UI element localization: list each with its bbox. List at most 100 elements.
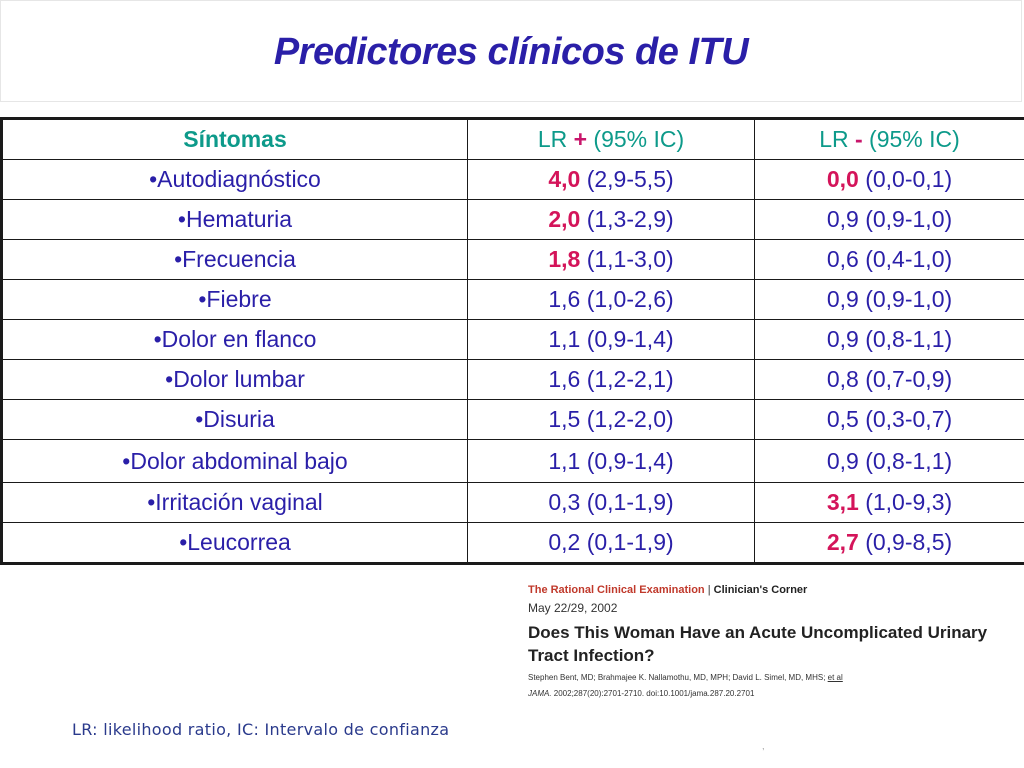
table-row: •Dolor lumbar 1,6 (1,2-2,1) 0,8 (0,7-0,9) [1, 359, 1024, 400]
reference-citation-line: JAMA. 2002;287(20):2701-2710. doi:10.100… [528, 689, 998, 698]
table-row: •Frecuencia 1,8 (1,1-3,0) 0,6 (0,4-1,0) [1, 239, 1024, 280]
lr-positive-ci: (1,1-3,0) [580, 246, 674, 272]
table-row: •Autodiagnóstico 4,0 (2,9-5,5) 0,0 (0,0-0,… [1, 159, 1024, 200]
table-row: •Irritación vaginal 0,3 (0,1-1,9) 3,1 (1,0… [1, 482, 1024, 523]
lr-negative-ci: (0,9-1,0) [858, 206, 953, 232]
table-row: •Disuria 1,5 (1,2-2,0) 0,5 (0,3-0,7) [1, 399, 1024, 440]
lr-positive-cell: 0,3 (0,1-1,9) [467, 482, 755, 523]
footnote: LR: likelihood ratio, IC: Intervalo de c… [72, 720, 450, 739]
lr-negative-value: 0,9 [826, 326, 859, 352]
lr-positive-cell: 1,1 (0,9-1,4) [467, 439, 755, 483]
reference-series: The Rational Clinical Examination [528, 584, 705, 596]
lr-positive-cell: 2,0 (1,3-2,9) [467, 199, 755, 240]
lr-positive-value: 2,0 [548, 206, 581, 232]
decorative-dot: , [762, 741, 765, 751]
lr-negative-ci: (0,3-0,7) [858, 406, 953, 432]
lr-negative-cell: 2,7 (0,9-8,5) [754, 522, 1024, 564]
header-symptoms: Síntomas [1, 118, 468, 160]
table-header-row: Síntomas LR + (95% IC) LR - (95% IC) [1, 118, 1024, 160]
lr-negative-cell: 0,9 (0,8-1,1) [754, 319, 1024, 360]
lr-table: Síntomas LR + (95% IC) LR - (95% IC) •Au… [0, 117, 1024, 565]
lr-positive-cell: 1,8 (1,1-3,0) [467, 239, 755, 280]
lr-negative-value: 0,9 [826, 286, 859, 312]
reference-authors-line: Stephen Bent, MD; Brahmajee K. Nallamoth… [528, 673, 998, 682]
lr-positive-cell: 1,5 (1,2-2,0) [467, 399, 755, 440]
lr-negative-value: 3,1 [826, 489, 859, 515]
reference-separator: | [704, 584, 714, 596]
lr-negative-cell: 0,9 (0,9-1,0) [754, 199, 1024, 240]
lr-positive-cell: 4,0 (2,9-5,5) [467, 159, 755, 200]
lr-positive-cell: 1,1 (0,9-1,4) [467, 319, 755, 360]
symptom-cell: •Frecuencia [1, 239, 468, 280]
lr-positive-ci: (1,2-2,0) [580, 406, 674, 432]
lr-positive-value: 1,6 [548, 286, 581, 312]
lr-negative-cell: 3,1 (1,0-9,3) [754, 482, 1024, 523]
lr-positive-value: 0,3 [548, 489, 581, 515]
reference-citation: 2002;287(20):2701-2710. doi:10.1001/jama… [551, 689, 755, 698]
header-lr-positive-post: (95% IC) [587, 126, 685, 152]
header-lr-positive-pre: LR [537, 126, 574, 152]
lr-positive-ci: (1,0-2,6) [580, 286, 674, 312]
header-lr-positive-op: + [573, 126, 588, 152]
lr-negative-ci: (0,8-1,1) [858, 326, 953, 352]
table-row: •Hematuria 2,0 (1,3-2,9) 0,9 (0,9-1,0) [1, 199, 1024, 240]
symptom-cell: •Dolor en flanco [1, 319, 468, 360]
reference-journal: JAMA. [528, 689, 552, 698]
lr-negative-cell: 0,0 (0,0-0,1) [754, 159, 1024, 200]
table-row: •Fiebre 1,6 (1,0-2,6) 0,9 (0,9-1,0) [1, 279, 1024, 320]
lr-negative-value: 0,0 [826, 166, 859, 192]
table-row: •Dolor abdominal bajo 1,1 (0,9-1,4) 0,9 (0… [1, 439, 1024, 483]
lr-negative-cell: 0,9 (0,9-1,0) [754, 279, 1024, 320]
lr-positive-ci: (1,3-2,9) [580, 206, 674, 232]
lr-negative-value: 0,5 [826, 406, 859, 432]
lr-positive-ci: (2,9-5,5) [580, 166, 674, 192]
symptom-cell: •Dolor lumbar [1, 359, 468, 400]
header-lr-negative-pre: LR [819, 126, 855, 152]
header-lr-negative-post: (95% IC) [862, 126, 960, 152]
title-box: Predictores clínicos de ITU [0, 0, 1022, 102]
lr-negative-ci: (1,0-9,3) [858, 489, 953, 515]
lr-positive-ci: (1,2-2,1) [580, 366, 674, 392]
lr-positive-ci: (0,9-1,4) [580, 326, 674, 352]
lr-positive-value: 1,6 [548, 366, 581, 392]
lr-negative-ci: (0,4-1,0) [858, 246, 953, 272]
header-lr-negative: LR - (95% IC) [754, 118, 1024, 160]
symptom-cell: •Leucorrea [1, 522, 468, 564]
slide-title: Predictores clínicos de ITU [273, 31, 749, 73]
reference-series-line: The Rational Clinical Examination | Clin… [528, 584, 998, 596]
reference-block: The Rational Clinical Examination | Clin… [528, 584, 998, 698]
table-row: •Dolor en flanco 1,1 (0,9-1,4) 0,9 (0,8-1,… [1, 319, 1024, 360]
reference-title: Does This Woman Have an Acute Uncomplica… [528, 623, 988, 665]
symptom-cell: •Dolor abdominal bajo [1, 439, 468, 483]
symptom-cell: •Hematuria [1, 199, 468, 240]
reference-authors: Stephen Bent, MD; Brahmajee K. Nallamoth… [528, 673, 828, 682]
lr-negative-cell: 0,6 (0,4-1,0) [754, 239, 1024, 280]
lr-negative-cell: 0,9 (0,8-1,1) [754, 439, 1024, 483]
symptom-cell: •Fiebre [1, 279, 468, 320]
lr-negative-value: 0,6 [826, 246, 859, 272]
table-row: •Leucorrea 0,2 (0,1-1,9) 2,7 (0,9-8,5) [1, 522, 1024, 564]
lr-positive-value: 1,1 [548, 447, 581, 474]
lr-negative-value: 0,8 [826, 366, 859, 392]
lr-positive-value: 4,0 [548, 166, 581, 192]
table-body: •Autodiagnóstico 4,0 (2,9-5,5) 0,0 (0,0-0,… [1, 159, 1024, 564]
lr-negative-ci: (0,0-0,1) [858, 166, 953, 192]
lr-negative-value: 0,9 [826, 206, 859, 232]
lr-negative-cell: 0,8 (0,7-0,9) [754, 359, 1024, 400]
symptom-cell: •Autodiagnóstico [1, 159, 468, 200]
lr-positive-value: 0,2 [548, 529, 581, 555]
lr-negative-ci: (0,7-0,9) [858, 366, 953, 392]
lr-negative-ci: (0,8-1,1) [858, 447, 953, 474]
lr-negative-ci: (0,9-1,0) [858, 286, 953, 312]
lr-positive-cell: 1,6 (1,0-2,6) [467, 279, 755, 320]
symptom-cell: •Irritación vaginal [1, 482, 468, 523]
header-lr-positive: LR + (95% IC) [467, 118, 755, 160]
lr-positive-value: 1,5 [548, 406, 581, 432]
lr-positive-value: 1,1 [548, 326, 581, 352]
lr-positive-cell: 1,6 (1,2-2,1) [467, 359, 755, 400]
lr-positive-ci: (0,9-1,4) [580, 447, 674, 474]
reference-section: Clinician's Corner [713, 584, 808, 596]
header-lr-negative-op: - [854, 126, 863, 152]
symptom-cell: •Disuria [1, 399, 468, 440]
reference-etal-link[interactable]: et al [827, 673, 843, 682]
